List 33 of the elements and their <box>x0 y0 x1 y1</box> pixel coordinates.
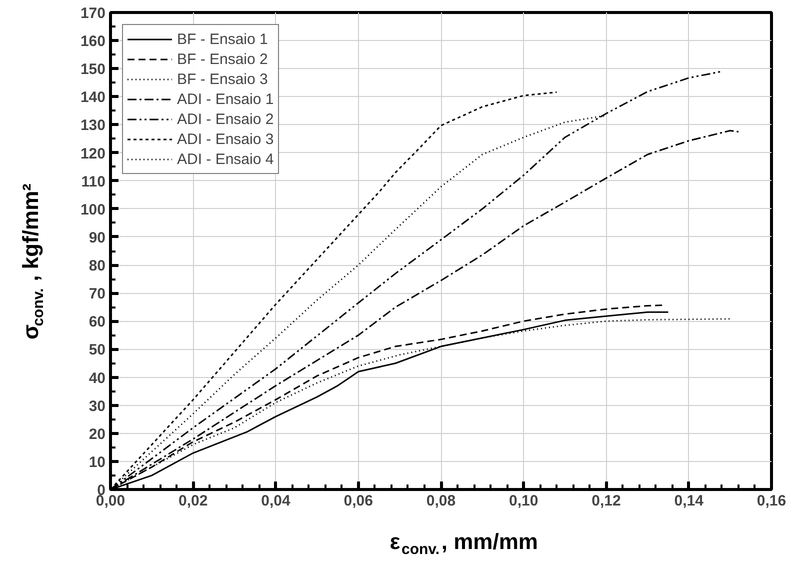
y-tick-label: 40 <box>88 370 106 387</box>
y-tick-label: 160 <box>80 33 106 50</box>
y-tick-label: 120 <box>80 145 106 162</box>
x-tick-label: 0,08 <box>426 492 456 510</box>
legend-label: ADI - Ensaio 3 <box>177 130 274 148</box>
x-tick-label: 0,16 <box>756 492 786 510</box>
y-tick-label: 100 <box>80 201 106 218</box>
y-tick-label: 20 <box>88 426 106 443</box>
y-tick-label: 90 <box>88 229 106 246</box>
x-tick-label: 0,14 <box>674 492 704 510</box>
y-tick-label: 30 <box>88 398 106 415</box>
legend-label: BF - Ensaio 1 <box>177 30 268 48</box>
legend-label: ADI - Ensaio 4 <box>177 150 274 168</box>
y-axis-title: σconv., kgf/mm² <box>18 184 47 340</box>
x-tick-label: 0,04 <box>261 492 292 510</box>
y-tick-label: 50 <box>88 342 106 359</box>
x-tick-label: 0,02 <box>178 492 208 510</box>
y-tick-label: 70 <box>88 286 106 303</box>
x-tick-label: 0,06 <box>344 492 373 510</box>
y-tick-label: 140 <box>80 89 106 106</box>
legend-label: ADI - Ensaio 2 <box>177 110 274 128</box>
legend-label: BF - Ensaio 2 <box>177 50 268 68</box>
y-tick-label: 10 <box>88 454 106 471</box>
legend-label: BF - Ensaio 3 <box>177 70 268 88</box>
y-tick-label: 80 <box>88 258 106 275</box>
x-tick-label: 0,10 <box>509 492 538 510</box>
legend-label: ADI - Ensaio 1 <box>177 90 274 108</box>
y-tick-label: 110 <box>81 173 106 190</box>
y-tick-label: 150 <box>80 61 106 78</box>
x-tick-label: 0,12 <box>592 492 621 510</box>
y-tick-label: 130 <box>80 117 106 134</box>
y-tick-label: 170 <box>80 5 106 22</box>
y-tick-label: 60 <box>88 314 106 331</box>
